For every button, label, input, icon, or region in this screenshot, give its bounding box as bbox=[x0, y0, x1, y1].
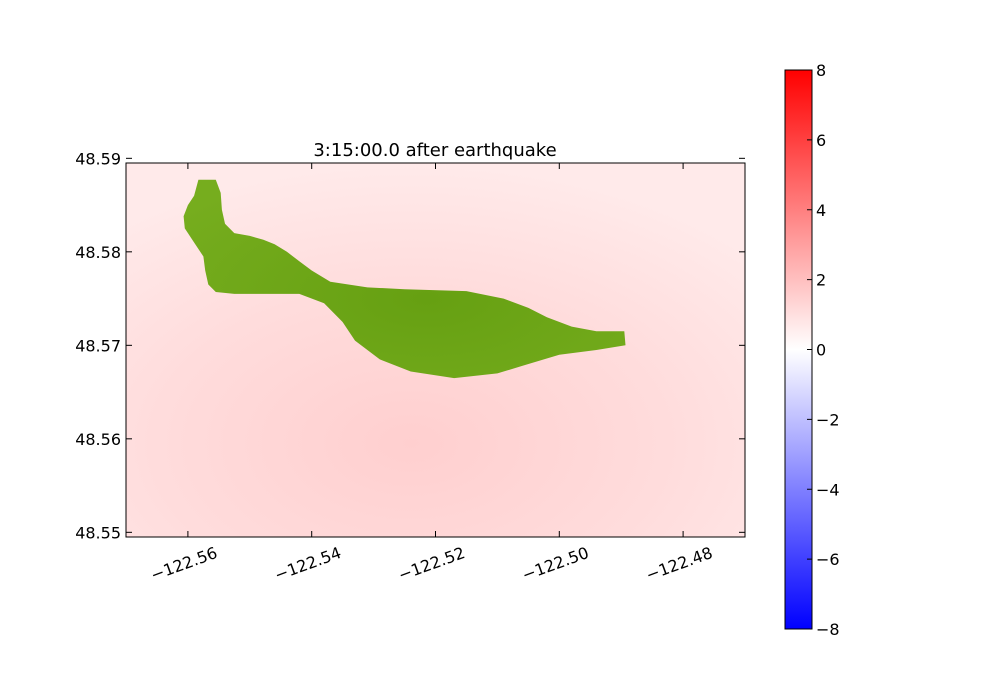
y-tick-label: 48.56 bbox=[75, 430, 121, 449]
x-tick-label: −122.52 bbox=[396, 543, 468, 585]
x-tick-label: −122.50 bbox=[520, 543, 592, 585]
y-axis-ticks: 48.55 48.56 48.57 48.58 48.59 bbox=[75, 149, 745, 542]
colorbar-tick-label: 8 bbox=[816, 61, 826, 80]
x-tick-label: −122.48 bbox=[643, 543, 715, 585]
colorbar: 8 6 4 2 0 −2 −4 −6 −8 bbox=[784, 61, 840, 639]
colorbar-tick-label: 2 bbox=[816, 271, 826, 290]
x-tick-label: −122.54 bbox=[272, 543, 344, 585]
colorbar-tick-label: −6 bbox=[816, 550, 840, 569]
colorbar-tick-label: −2 bbox=[816, 410, 840, 429]
chart-title: 3:15:00.0 after earthquake bbox=[313, 140, 556, 161]
land-layer bbox=[183, 179, 626, 379]
y-tick-label: 48.57 bbox=[75, 336, 121, 355]
y-tick-label: 48.58 bbox=[75, 243, 121, 262]
colorbar-tick-label: −4 bbox=[816, 480, 840, 499]
colorbar-tick-label: −8 bbox=[816, 620, 840, 639]
colorbar-tick-label: 0 bbox=[816, 341, 826, 360]
land-mass bbox=[183, 179, 626, 379]
colorbar-tick-label: 4 bbox=[816, 201, 826, 220]
y-tick-label: 48.55 bbox=[75, 523, 121, 542]
y-tick-label: 48.59 bbox=[75, 149, 121, 168]
x-tick-label: −122.56 bbox=[148, 543, 220, 585]
colorbar-ticks: 8 6 4 2 0 −2 −4 −6 −8 bbox=[807, 61, 840, 639]
colorbar-tick-label: 6 bbox=[816, 131, 826, 150]
plot-area: −122.56 −122.54 −122.52 −122.50 −122.48 48.5… bbox=[75, 140, 746, 585]
